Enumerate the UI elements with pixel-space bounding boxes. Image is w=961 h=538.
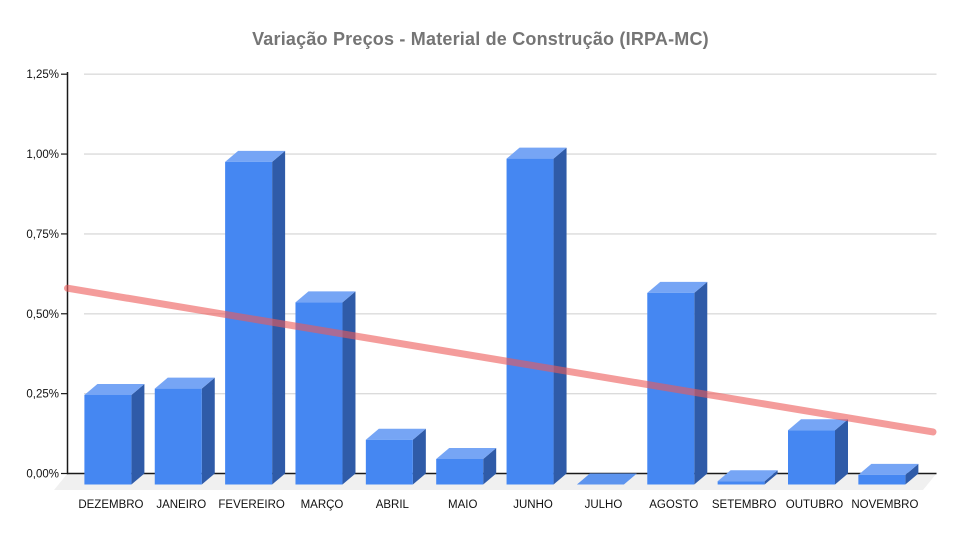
bar-março: [295, 291, 356, 485]
y-axis-label: 0,50%: [26, 309, 59, 321]
bar-side-face: [483, 447, 497, 485]
bar-top-face: [788, 419, 848, 431]
bar-top-face: [717, 470, 778, 482]
bar-junho: [506, 147, 567, 485]
bar-side-face: [342, 291, 356, 485]
bar-front-face: [788, 430, 835, 485]
bar-side-face: [412, 428, 426, 485]
bar-top-face: [365, 428, 426, 440]
bar-top-face: [858, 463, 919, 475]
x-axis-label: JANEIRO: [156, 499, 206, 511]
x-axis-label: JUNHO: [513, 499, 553, 511]
x-axis-label: SETEMBRO: [712, 499, 777, 511]
y-axis-label: 1,00%: [26, 149, 59, 161]
bar-novembro: [858, 463, 919, 485]
bar-fevereiro: [225, 150, 286, 485]
bar-front-face: [365, 439, 413, 485]
bar-janeiro: [154, 377, 215, 485]
bar-outubro: [788, 419, 848, 485]
bar-top-face: [84, 384, 145, 396]
x-axis-label: FEVEREIRO: [218, 499, 285, 511]
y-axis-label: 0,75%: [26, 229, 59, 241]
x-axis-label: MAIO: [448, 499, 477, 511]
bar-side-face: [201, 377, 215, 485]
bar-julho: [576, 473, 637, 485]
bar-front-face: [154, 388, 202, 485]
bar-top-face: [436, 447, 497, 459]
x-axis-label: AGOSTO: [649, 499, 698, 511]
bar-side-face: [272, 150, 286, 485]
y-axis-label: 1,25%: [26, 69, 59, 81]
bar-side-face: [835, 419, 848, 485]
x-axis-label: ABRIL: [376, 499, 410, 511]
bar-side-face: [553, 147, 567, 485]
bar-side-face: [694, 281, 708, 485]
bar-top-face: [295, 291, 356, 303]
trendline: [64, 284, 937, 436]
bar-abril: [365, 428, 426, 485]
bar-agosto: [647, 281, 708, 485]
bar-top-face: [154, 377, 215, 389]
x-axis-label: JULHO: [585, 499, 623, 511]
bar-front-face: [225, 161, 273, 485]
bar-front-face: [84, 395, 132, 485]
x-axis-label: OUTUBRO: [786, 499, 844, 511]
x-axis-label: MARÇO: [301, 499, 344, 511]
chart-title: Variação Preços - Material de Construção…: [252, 29, 709, 49]
bar-front-face: [295, 302, 343, 485]
bar-setembro: [717, 470, 778, 485]
bar-top-face: [225, 150, 286, 162]
bar-front-face: [436, 458, 484, 485]
x-axis-label: DEZEMBRO: [78, 499, 143, 511]
bar-front-face: [858, 474, 906, 485]
bar-side-face: [764, 470, 778, 485]
y-axis-label: 0,25%: [26, 389, 59, 401]
bar-front-face: [506, 158, 554, 485]
y-axis-label: 0,00%: [26, 469, 59, 481]
bar-side-face: [131, 384, 145, 485]
x-axis-label: NOVEMBRO: [851, 499, 918, 511]
bar-top-face: [647, 281, 708, 293]
bar-dezembro: [84, 384, 145, 485]
bar-front-face: [717, 481, 765, 485]
bar-maio: [436, 447, 497, 485]
bar-side-face: [905, 463, 919, 485]
bar-top-face: [506, 147, 567, 159]
